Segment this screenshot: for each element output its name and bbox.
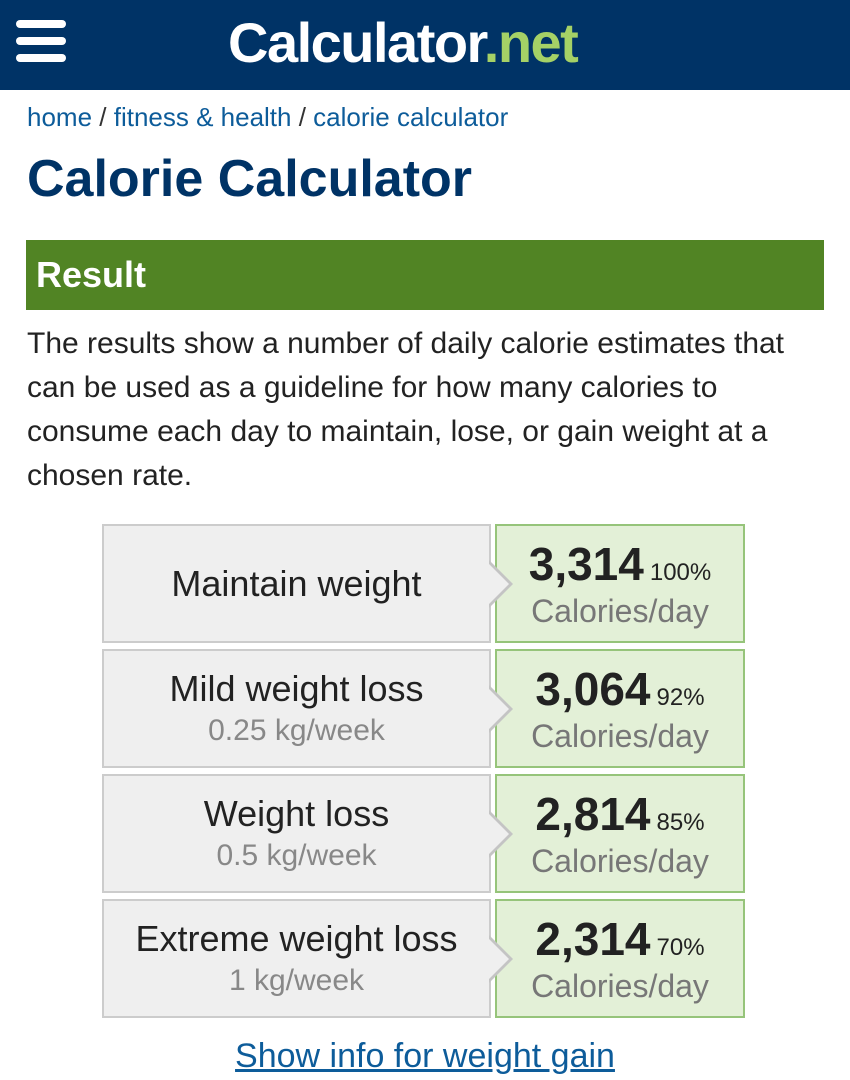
page-title: Calorie Calculator [27,150,473,208]
breadcrumb-separator: / [291,102,314,132]
row-arrow [487,684,513,733]
result-row-weight-loss: Weight loss 0.5 kg/week 2,814 85% Calorie… [102,774,745,893]
results-table: Maintain weight 3,314 100% Calories/day M… [102,518,745,1024]
row-label: Mild weight loss [169,667,424,709]
calorie-unit: Calories/day [531,967,709,1004]
row-label-cell: Weight loss 0.5 kg/week [102,774,513,893]
row-arrow [487,934,513,983]
calorie-unit: Calories/day [531,842,709,879]
row-arrow [487,559,513,608]
row-label: Extreme weight loss [135,917,458,959]
row-rate: 0.25 kg/week [208,713,385,747]
calorie-unit: Calories/day [531,592,709,629]
row-label: Weight loss [203,792,390,834]
site-logo[interactable]: Calculator.net [228,8,579,78]
breadcrumb: home / fitness & health / calorie calcul… [27,100,850,134]
calorie-percent: 92% [656,683,705,711]
logo-suffix: .net [483,11,579,74]
weight-gain-link-container: Show info for weight gain [0,1034,850,1078]
result-row-mild-loss: Mild weight loss 0.25 kg/week 3,064 92% C… [102,649,745,768]
menu-line [16,37,66,45]
calorie-value: 3,064 [535,662,651,715]
row-label: Maintain weight [171,562,422,604]
hamburger-menu-icon[interactable] [16,20,66,62]
row-value-cell: 3,314 100% Calories/day [495,524,745,643]
menu-line [16,20,66,28]
result-description: The results show a number of daily calor… [27,327,785,492]
logo-main: Calculator [228,11,485,74]
result-row-maintain: Maintain weight 3,314 100% Calories/day [102,524,745,643]
breadcrumb-calorie-calculator[interactable]: calorie calculator [313,102,509,132]
row-label-cell: Extreme weight loss 1 kg/week [102,899,513,1018]
row-rate: 1 kg/week [228,963,365,997]
calorie-value: 2,814 [535,787,651,840]
top-bar: Calculator.net [0,0,850,90]
row-rate: 0.5 kg/week [216,838,377,872]
calorie-percent: 100% [649,558,712,586]
calorie-value: 3,314 [528,537,644,590]
breadcrumb-home[interactable]: home [27,102,93,132]
row-value-cell: 3,064 92% Calories/day [495,649,745,768]
show-weight-gain-link[interactable]: Show info for weight gain [235,1037,615,1075]
row-value-cell: 2,314 70% Calories/day [495,899,745,1018]
breadcrumb-fitness-health[interactable]: fitness & health [113,102,292,132]
breadcrumb-separator: / [92,102,114,132]
result-row-extreme-loss: Extreme weight loss 1 kg/week 2,314 70% C… [102,899,745,1018]
row-arrow [487,809,513,858]
calorie-value: 2,314 [535,912,651,965]
row-label-cell: Maintain weight [102,524,513,643]
result-heading: Result [26,240,824,310]
row-value-cell: 2,814 85% Calories/day [495,774,745,893]
menu-line [16,54,66,62]
row-label-cell: Mild weight loss 0.25 kg/week [102,649,513,768]
calorie-unit: Calories/day [531,717,709,754]
calorie-percent: 85% [656,808,705,836]
calorie-percent: 70% [656,933,705,961]
